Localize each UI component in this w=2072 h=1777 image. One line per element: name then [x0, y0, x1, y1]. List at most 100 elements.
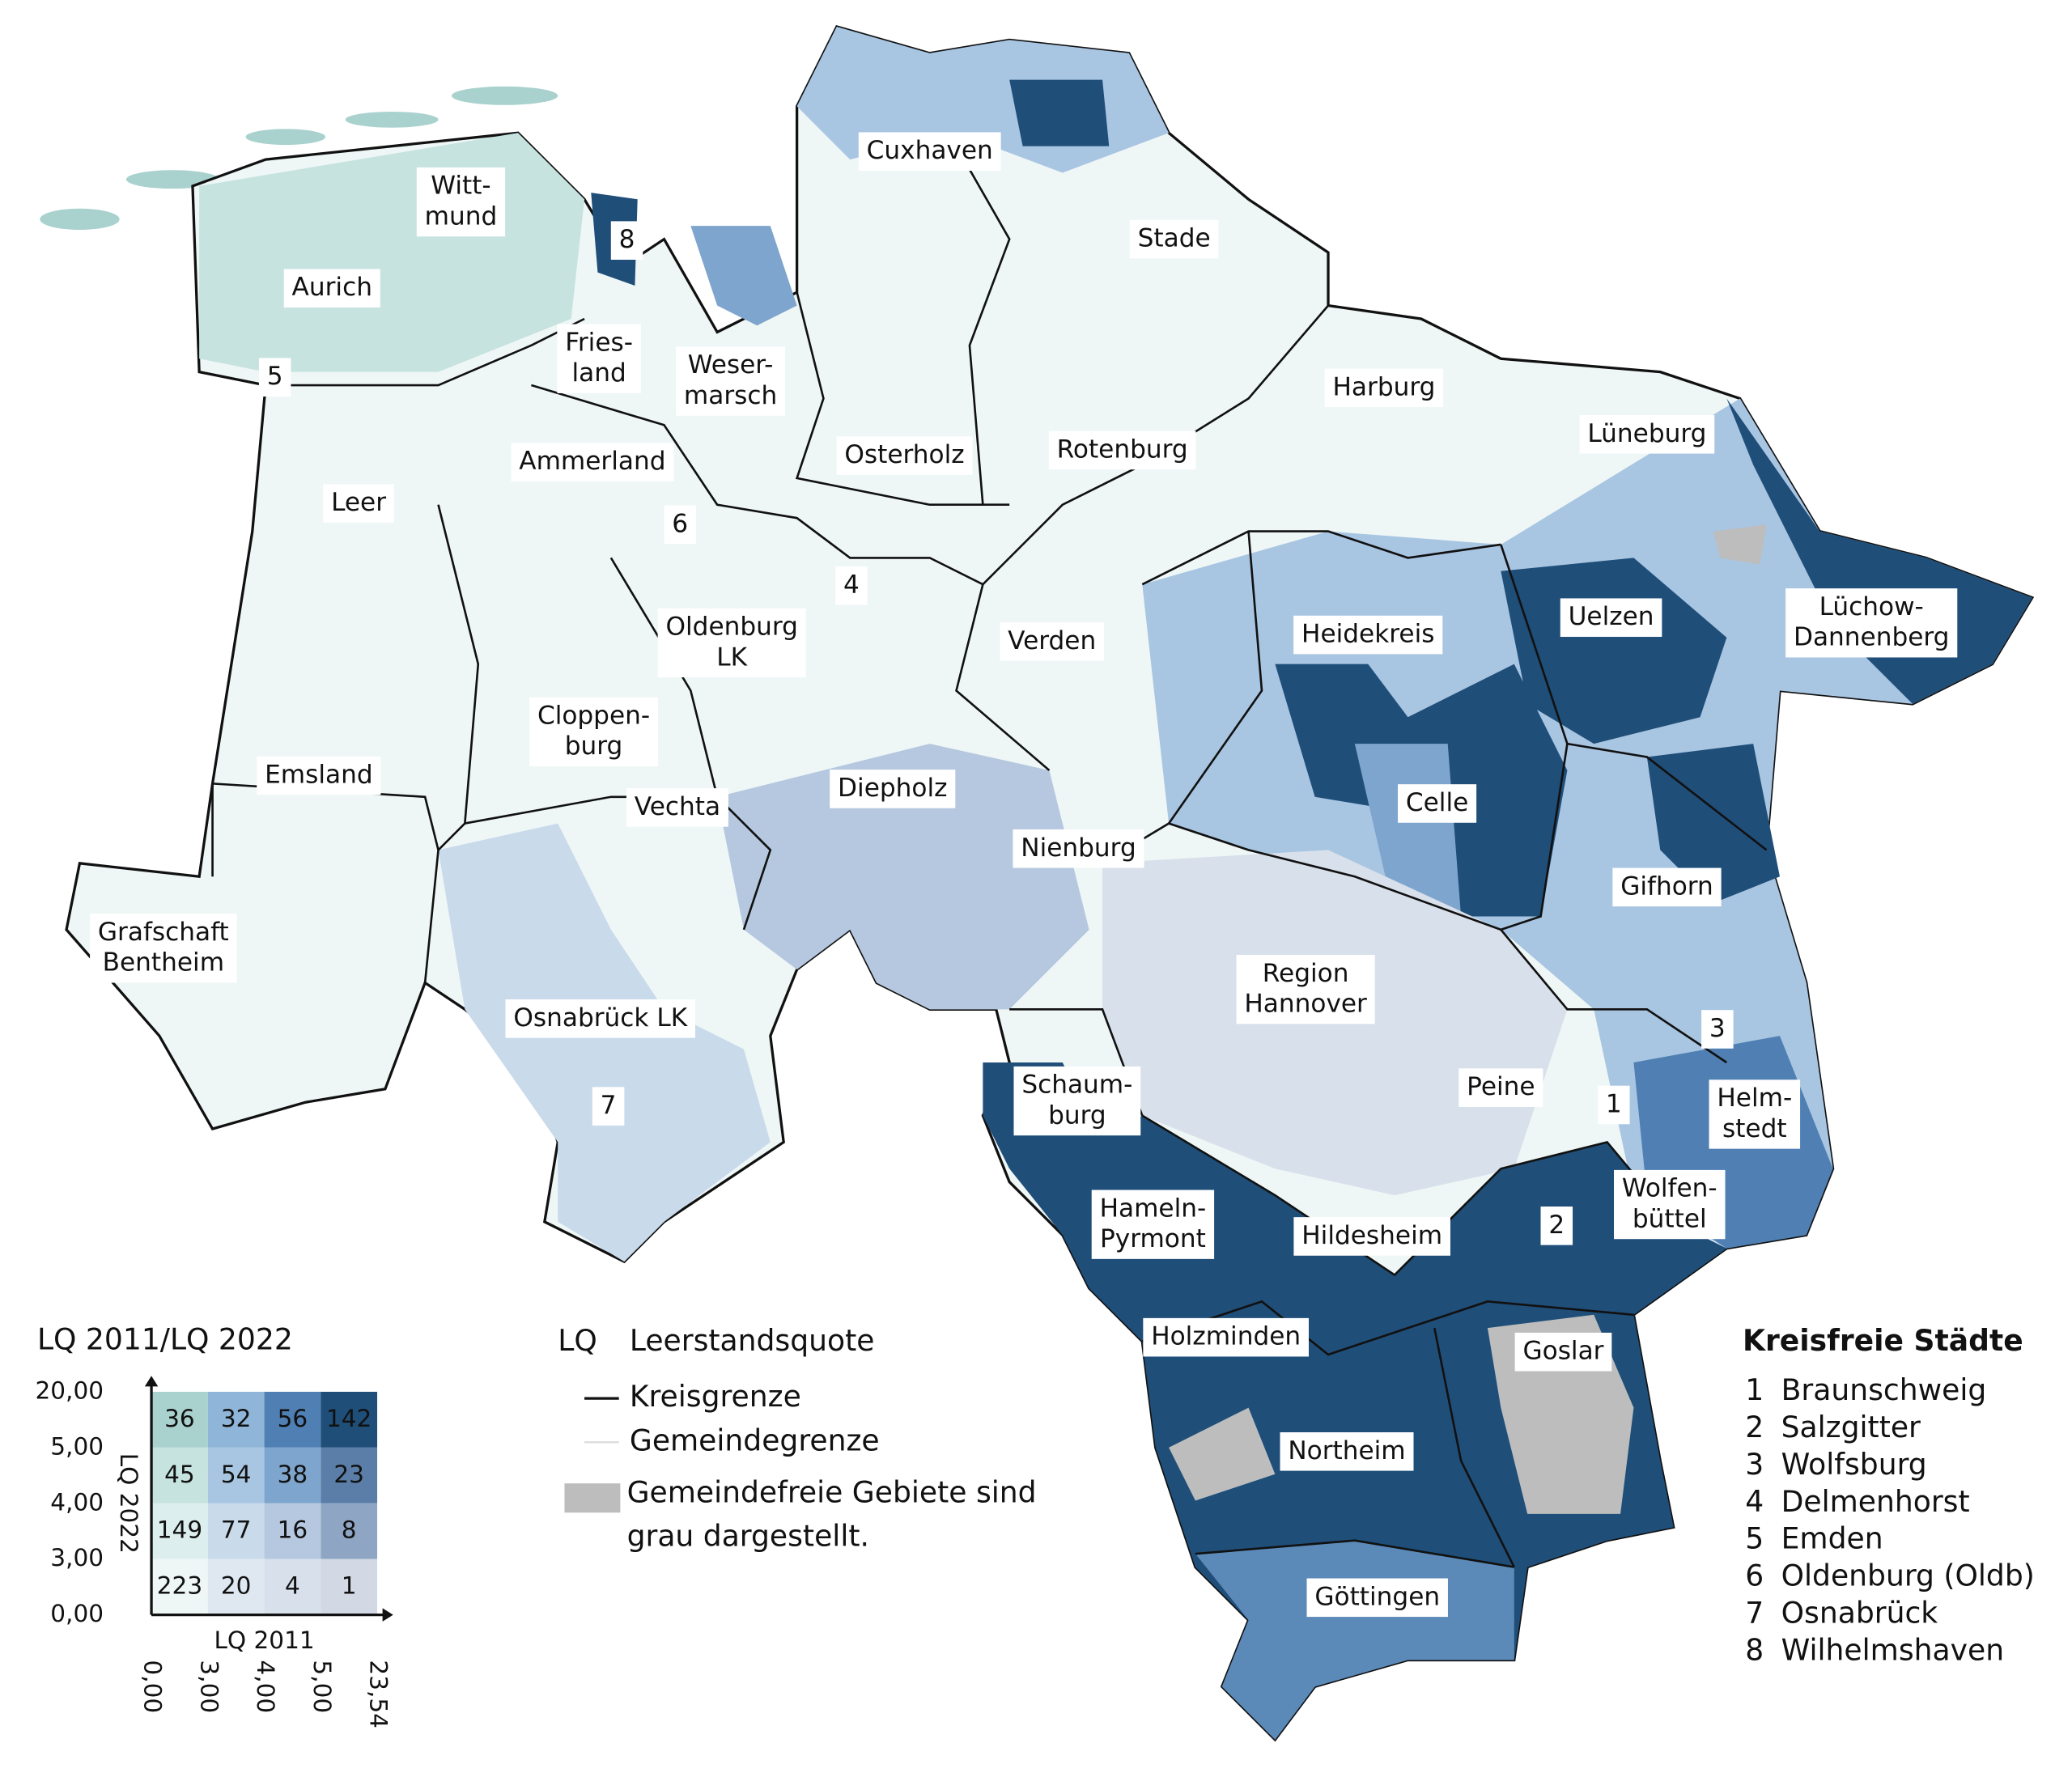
label-text: Bentheim — [103, 948, 224, 978]
arrow — [382, 1608, 393, 1622]
city-name: Osnabrück — [1781, 1596, 1938, 1631]
label-box — [1560, 598, 1662, 638]
label-text: Cuxhaven — [867, 136, 993, 165]
border — [1195, 1539, 1514, 1568]
label-text: 2 — [1548, 1211, 1565, 1240]
label-box — [1236, 955, 1375, 1024]
legend-cell — [321, 1559, 378, 1615]
label-text: Ammerland — [519, 447, 665, 476]
label-text: Hildesheim — [1301, 1221, 1442, 1250]
label-box — [1598, 1085, 1630, 1125]
district-label: Aurich — [283, 269, 380, 308]
label-text: Aurich — [292, 273, 372, 302]
label-text: Lüneburg — [1587, 419, 1706, 448]
label-text: büttel — [1633, 1204, 1707, 1233]
district-label: Rotenburg — [1048, 430, 1196, 470]
border — [1141, 530, 1501, 586]
district-label: 2 — [1540, 1207, 1573, 1245]
label-text: Hameln- — [1100, 1194, 1207, 1223]
y-tick-label: 5,00 — [50, 1432, 104, 1460]
border — [423, 504, 480, 983]
city-list: Kreisfreie Städte 1 Braunschweig 2 Salzgitt… — [1743, 1323, 2035, 1667]
district-label: Peine — [1458, 1068, 1543, 1107]
district-label: Hameln-Pyrmont — [1091, 1190, 1215, 1259]
district-label: Cuxhaven — [858, 132, 1001, 172]
key-abbr: LQ — [558, 1323, 597, 1358]
district-label: Northeim — [1280, 1432, 1414, 1471]
label-text: land — [571, 358, 626, 388]
city-name: Oldenburg (Oldb) — [1781, 1559, 2035, 1593]
border — [795, 291, 1010, 507]
legend-count: 36 — [164, 1405, 195, 1432]
label-box — [1398, 784, 1477, 823]
legend-cell — [207, 1447, 265, 1503]
district-label: Lüneburg — [1579, 414, 1715, 454]
label-box — [1091, 1190, 1215, 1259]
legend-cell — [151, 1559, 208, 1615]
label-box — [626, 788, 728, 827]
district-label: Harburg — [1324, 368, 1444, 408]
district-label: Holzminden — [1143, 1317, 1309, 1357]
district-label: Wolfen-büttel — [1614, 1169, 1726, 1240]
legend-count: 54 — [221, 1461, 252, 1488]
district-label: Nienburg — [1013, 829, 1144, 868]
border — [955, 583, 1051, 771]
legend-count: 38 — [278, 1461, 308, 1488]
label-text: Heidekreis — [1301, 620, 1434, 649]
city-name: Wilhelmshaven — [1781, 1633, 2004, 1668]
label-box — [557, 324, 641, 393]
label-box — [1280, 1432, 1414, 1471]
x-tick-label: 3,00 — [195, 1660, 223, 1713]
label-box — [1129, 219, 1219, 259]
legend-count: 1 — [342, 1572, 357, 1600]
legend-count: 20 — [221, 1572, 252, 1600]
city-number: 8 — [1745, 1633, 1764, 1668]
legend-cell — [321, 1503, 378, 1559]
region-fill — [1009, 79, 1110, 146]
district-label: Lüchow-Dannenberg — [1785, 588, 1958, 658]
label-text: burg — [565, 732, 623, 761]
unincorporated-area — [1169, 1407, 1276, 1501]
district-label: Stade — [1129, 219, 1219, 259]
label-box — [1306, 1578, 1448, 1618]
label-text: Pyrmont — [1100, 1224, 1206, 1253]
city-name: Braunschweig — [1781, 1372, 1987, 1407]
label-box — [505, 999, 695, 1038]
district-label: 3 — [1701, 1010, 1734, 1049]
city-name: Delmenhorst — [1781, 1484, 1970, 1519]
label-text: marsch — [684, 381, 777, 410]
legend-cell — [264, 1447, 321, 1503]
district-label: Fries-land — [557, 324, 641, 393]
label-box — [1785, 588, 1958, 658]
label-text: Grafschaft — [98, 918, 229, 947]
district-label: Diepholz — [830, 770, 956, 808]
label-box — [257, 756, 381, 795]
label-text: Fries- — [565, 328, 633, 357]
label-box — [858, 132, 1001, 172]
x-axis-label: LQ 2011 — [214, 1626, 314, 1654]
label-text: Witt- — [431, 172, 490, 201]
label-text: Holzminden — [1151, 1322, 1301, 1351]
label-text: 3 — [1709, 1014, 1726, 1043]
city-name: Salzgitter — [1781, 1410, 1921, 1444]
label-text: stedt — [1722, 1114, 1787, 1143]
label-text: Rotenburg — [1057, 435, 1188, 464]
border — [1141, 1300, 1634, 1356]
key-note: Gemeindefreie Gebiete sind — [627, 1474, 1037, 1509]
district-label: Goslar — [1514, 1332, 1612, 1372]
legend-cell — [264, 1559, 321, 1615]
label-box — [90, 914, 237, 983]
label-box — [529, 697, 658, 767]
border — [1567, 742, 1768, 851]
label-text: Emsland — [265, 761, 373, 790]
district-label: Göttingen — [1306, 1578, 1448, 1618]
label-text: Dannenberg — [1794, 623, 1949, 652]
legend-count: 77 — [221, 1516, 252, 1544]
district-label: Verden — [1000, 621, 1105, 661]
x-tick-label: 4,00 — [252, 1660, 279, 1713]
label-text: Nienburg — [1021, 833, 1136, 863]
legend-count: 8 — [342, 1516, 357, 1544]
city-number: 7 — [1745, 1596, 1764, 1631]
